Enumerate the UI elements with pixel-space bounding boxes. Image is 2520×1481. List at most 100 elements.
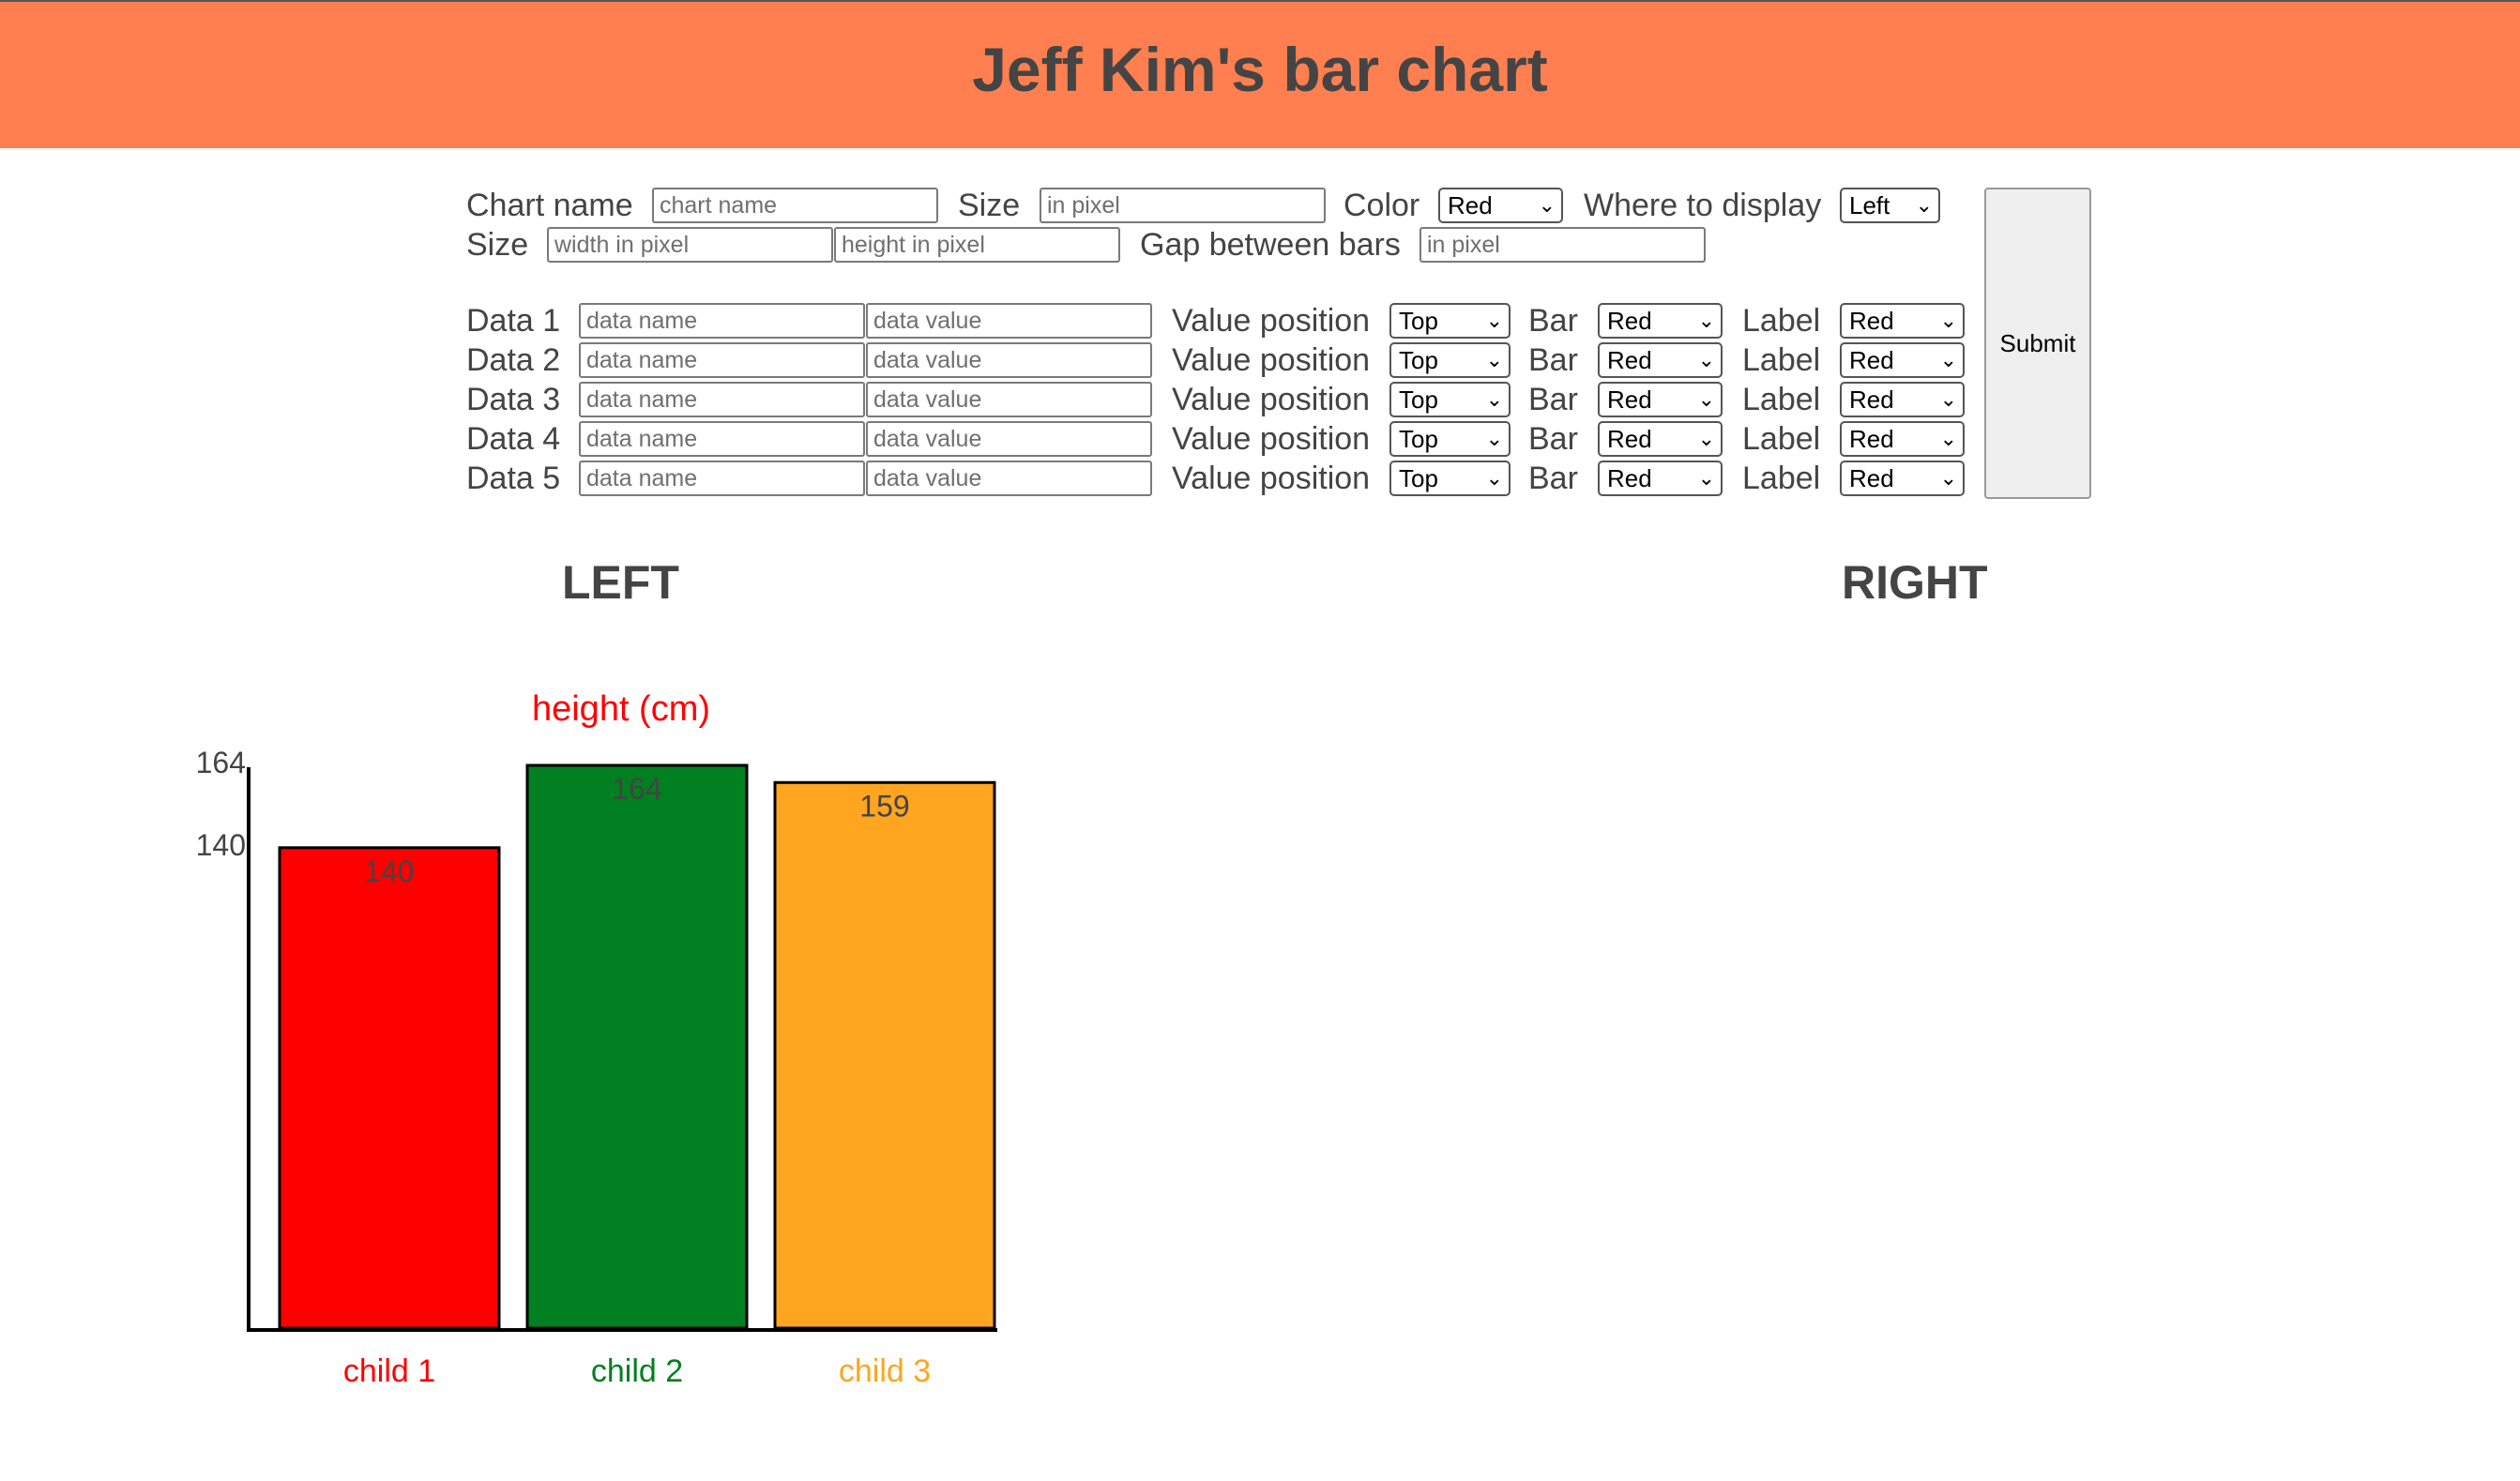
value-position-value: Top [1399,307,1438,335]
chart-name-input[interactable] [652,188,938,223]
bar-color-select[interactable]: Red ⌄ [1598,342,1723,378]
display-select[interactable]: Left ⌄ [1840,188,1940,223]
submit-button[interactable]: Submit [1984,188,2091,499]
bar-label: Bar [1528,303,1578,339]
bar-color-value: Red [1607,307,1652,335]
gap-input[interactable] [1419,227,1706,263]
data-value-input[interactable] [866,421,1152,457]
label-color-label: Label [1742,382,1821,417]
bar-2 [525,763,749,1330]
data-row-label: Data 4 [466,421,561,457]
value-position-label: Value position [1172,382,1371,417]
left-section-title: LEFT [562,556,679,609]
label-color-select[interactable]: Red ⌄ [1840,342,1965,378]
bar-3 [773,780,996,1330]
data-row-label: Data 1 [466,303,561,339]
chevron-down-icon: ⌄ [1697,387,1715,411]
label-color-select[interactable]: Red ⌄ [1840,421,1965,457]
data-value-input[interactable] [866,303,1152,339]
page-title: Jeff Kim's bar chart [972,35,1548,104]
data-name-input[interactable] [579,342,865,378]
bar-label: Bar [1528,382,1578,417]
bar-color-select[interactable]: Red ⌄ [1598,303,1723,339]
data-name-input[interactable] [579,461,865,496]
bar-color-select[interactable]: Red ⌄ [1598,461,1723,496]
data-row-label: Data 5 [466,461,561,496]
bar-value-label: 159 [859,789,909,823]
chevron-down-icon: ⌄ [1697,348,1715,371]
value-position-select[interactable]: Top ⌄ [1389,303,1510,339]
bar-chart: height (cm) 164 140 140 child 1 164 child 2 1… [196,689,997,1389]
right-section-title: RIGHT [1842,556,1988,609]
chevron-down-icon: ⌄ [1697,466,1715,490]
size-label: Size [958,188,1021,223]
display-select-value: Left [1849,191,1890,219]
value-position-select[interactable]: Top ⌄ [1389,421,1510,457]
data-name-input[interactable] [579,303,865,339]
value-position-value: Top [1399,464,1438,492]
chevron-down-icon: ⌄ [1939,427,1957,450]
chevron-down-icon: ⌄ [1485,427,1503,450]
label-color-label: Label [1742,303,1821,339]
chevron-down-icon: ⌄ [1485,348,1503,371]
bar-color-select[interactable]: Red ⌄ [1598,421,1723,457]
value-position-value: Top [1399,346,1438,374]
value-position-value: Top [1399,425,1438,453]
value-position-label: Value position [1172,342,1371,378]
chart-title: height (cm) [532,689,710,729]
value-position-select[interactable]: Top ⌄ [1389,382,1510,417]
data-value-input[interactable] [866,461,1152,496]
color-select[interactable]: Red ⌄ [1438,188,1563,223]
label-color-select[interactable]: Red ⌄ [1840,382,1965,417]
chevron-down-icon: ⌄ [1485,309,1503,332]
color-label: Color [1343,188,1420,223]
chevron-down-icon: ⌄ [1485,466,1503,490]
y-tick-label: 164 [196,746,246,779]
bar-color-select[interactable]: Red ⌄ [1598,382,1723,417]
label-color-select[interactable]: Red ⌄ [1840,303,1965,339]
bar-color-value: Red [1607,346,1652,374]
chevron-down-icon: ⌄ [1939,309,1957,332]
width-input[interactable] [547,227,833,263]
y-tick-label: 140 [196,828,246,862]
data-row-label: Data 2 [466,342,561,378]
value-position-select[interactable]: Top ⌄ [1389,461,1510,496]
chevron-down-icon: ⌄ [1485,387,1503,411]
app-header: Jeff Kim's bar chart [0,0,2520,148]
label-color-value: Red [1849,385,1894,414]
label-color-value: Red [1849,425,1894,453]
value-position-select[interactable]: Top ⌄ [1389,342,1510,378]
size-input[interactable] [1040,188,1326,223]
color-select-value: Red [1448,191,1493,219]
bar-label: Bar [1528,461,1578,496]
data-name-input[interactable] [579,421,865,457]
value-position-label: Value position [1172,303,1371,339]
chevron-down-icon: ⌄ [1697,309,1715,332]
chevron-down-icon: ⌄ [1939,387,1957,411]
label-color-label: Label [1742,342,1821,378]
data-name-input[interactable] [579,382,865,417]
chevron-down-icon: ⌄ [1538,193,1556,217]
chevron-down-icon: ⌄ [1939,348,1957,371]
bar-label: Bar [1528,421,1578,457]
value-position-label: Value position [1172,421,1371,457]
display-label: Where to display [1584,188,1822,223]
label-color-label: Label [1742,461,1821,496]
data-value-input[interactable] [866,342,1152,378]
category-label: child 1 [343,1353,435,1389]
label-color-label: Label [1742,421,1821,457]
bar-color-value: Red [1607,425,1652,453]
bar-label: Bar [1528,342,1578,378]
bar-value-label: 140 [364,854,414,888]
bar-color-value: Red [1607,464,1652,492]
label-color-value: Red [1849,464,1894,492]
category-label: child 2 [591,1353,683,1389]
size2-label: Size [466,227,529,263]
data-value-input[interactable] [866,382,1152,417]
label-color-select[interactable]: Red ⌄ [1840,461,1965,496]
value-position-label: Value position [1172,461,1371,496]
height-input[interactable] [834,227,1120,263]
data-row-label: Data 3 [466,382,561,417]
label-color-value: Red [1849,346,1894,374]
gap-label: Gap between bars [1140,227,1401,263]
